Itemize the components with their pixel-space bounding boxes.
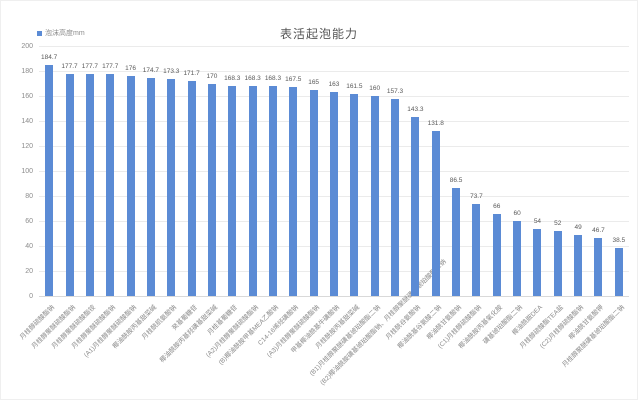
y-axis-tick-label: 120 xyxy=(21,142,33,150)
bar-value-label: 165 xyxy=(308,78,320,86)
bar-value-label: 157.3 xyxy=(386,88,404,96)
bar xyxy=(45,65,54,296)
legend: 泡沫高度mm xyxy=(37,28,85,38)
legend-swatch-icon xyxy=(37,30,42,36)
y-axis-tick-label: 100 xyxy=(21,167,33,175)
bar-value-label: 177.7 xyxy=(61,62,78,70)
bar xyxy=(187,81,196,296)
bar xyxy=(65,73,74,296)
y-axis-tick-label: 180 xyxy=(21,67,33,75)
bar-value-label: 60 xyxy=(513,210,521,217)
bar-value-label: 38.5 xyxy=(612,236,626,244)
y-axis-tick-label: 160 xyxy=(21,92,33,100)
gridline xyxy=(39,71,629,72)
bar-value-label: 173.3 xyxy=(163,68,180,76)
bar xyxy=(248,85,257,296)
bar-value-label: 49 xyxy=(574,223,582,231)
y-axis-tick-label: 60 xyxy=(25,217,33,225)
bar-value-label: 160 xyxy=(369,85,381,92)
bar xyxy=(228,85,237,296)
y-axis-tick-label: 140 xyxy=(21,117,33,125)
bar xyxy=(411,116,420,296)
bar-value-label: 177.7 xyxy=(102,62,119,70)
gridline xyxy=(39,46,629,47)
bar xyxy=(370,96,379,296)
bar xyxy=(85,73,94,296)
y-axis-tick-label: 200 xyxy=(21,42,33,50)
bar xyxy=(594,237,603,296)
bar xyxy=(452,187,461,296)
bar xyxy=(268,85,277,296)
bar xyxy=(472,203,481,296)
bar-value-label: 176 xyxy=(125,65,136,72)
y-axis-tick-label: 0 xyxy=(29,292,33,300)
bar xyxy=(533,228,542,296)
bar-value-label: 170 xyxy=(206,72,218,80)
bar-value-label: 46.7 xyxy=(592,226,605,234)
bar-value-label: 54 xyxy=(533,217,542,225)
chart-title: 表活起泡能力 xyxy=(279,27,358,41)
bar xyxy=(106,73,115,296)
bar-value-label: 171.7 xyxy=(183,70,200,78)
bar xyxy=(207,83,216,296)
bar xyxy=(614,247,623,296)
bar-value-label: 168.3 xyxy=(224,74,241,82)
bar-value-label: 143.3 xyxy=(407,105,424,113)
bar-value-label: 66 xyxy=(493,202,501,210)
bar-value-label: 167.5 xyxy=(285,75,302,83)
bar xyxy=(126,76,135,296)
bar xyxy=(431,131,440,296)
bar xyxy=(391,99,400,296)
bar-value-label: 131.8 xyxy=(427,120,444,128)
bar-value-label: 73.7 xyxy=(470,192,483,200)
bar-value-label: 161.5 xyxy=(346,83,363,91)
bar xyxy=(350,94,359,296)
bar xyxy=(553,231,562,296)
bar-value-label: 163 xyxy=(328,81,340,89)
legend-label: 泡沫高度mm xyxy=(45,30,85,37)
bar-value-label: 86.5 xyxy=(449,176,463,184)
bar-value-label: 177.7 xyxy=(81,62,98,70)
x-axis-line xyxy=(39,296,629,297)
bar xyxy=(167,79,176,296)
bar xyxy=(492,213,501,296)
y-axis-tick-label: 20 xyxy=(25,267,33,275)
bar xyxy=(574,234,583,296)
bar xyxy=(330,92,338,296)
bar-value-label: 174.7 xyxy=(142,66,160,74)
bar xyxy=(513,221,522,296)
bar-value-label: 168.3 xyxy=(244,74,261,82)
bar xyxy=(146,77,155,296)
bar xyxy=(289,86,298,296)
bar xyxy=(309,89,318,296)
bar-value-label: 168.3 xyxy=(264,74,282,82)
bar-value-label: 184.7 xyxy=(41,54,58,62)
y-axis-tick-label: 80 xyxy=(25,192,33,200)
y-axis-tick-label: 40 xyxy=(25,242,33,250)
bar-value-label: 52 xyxy=(554,220,562,227)
